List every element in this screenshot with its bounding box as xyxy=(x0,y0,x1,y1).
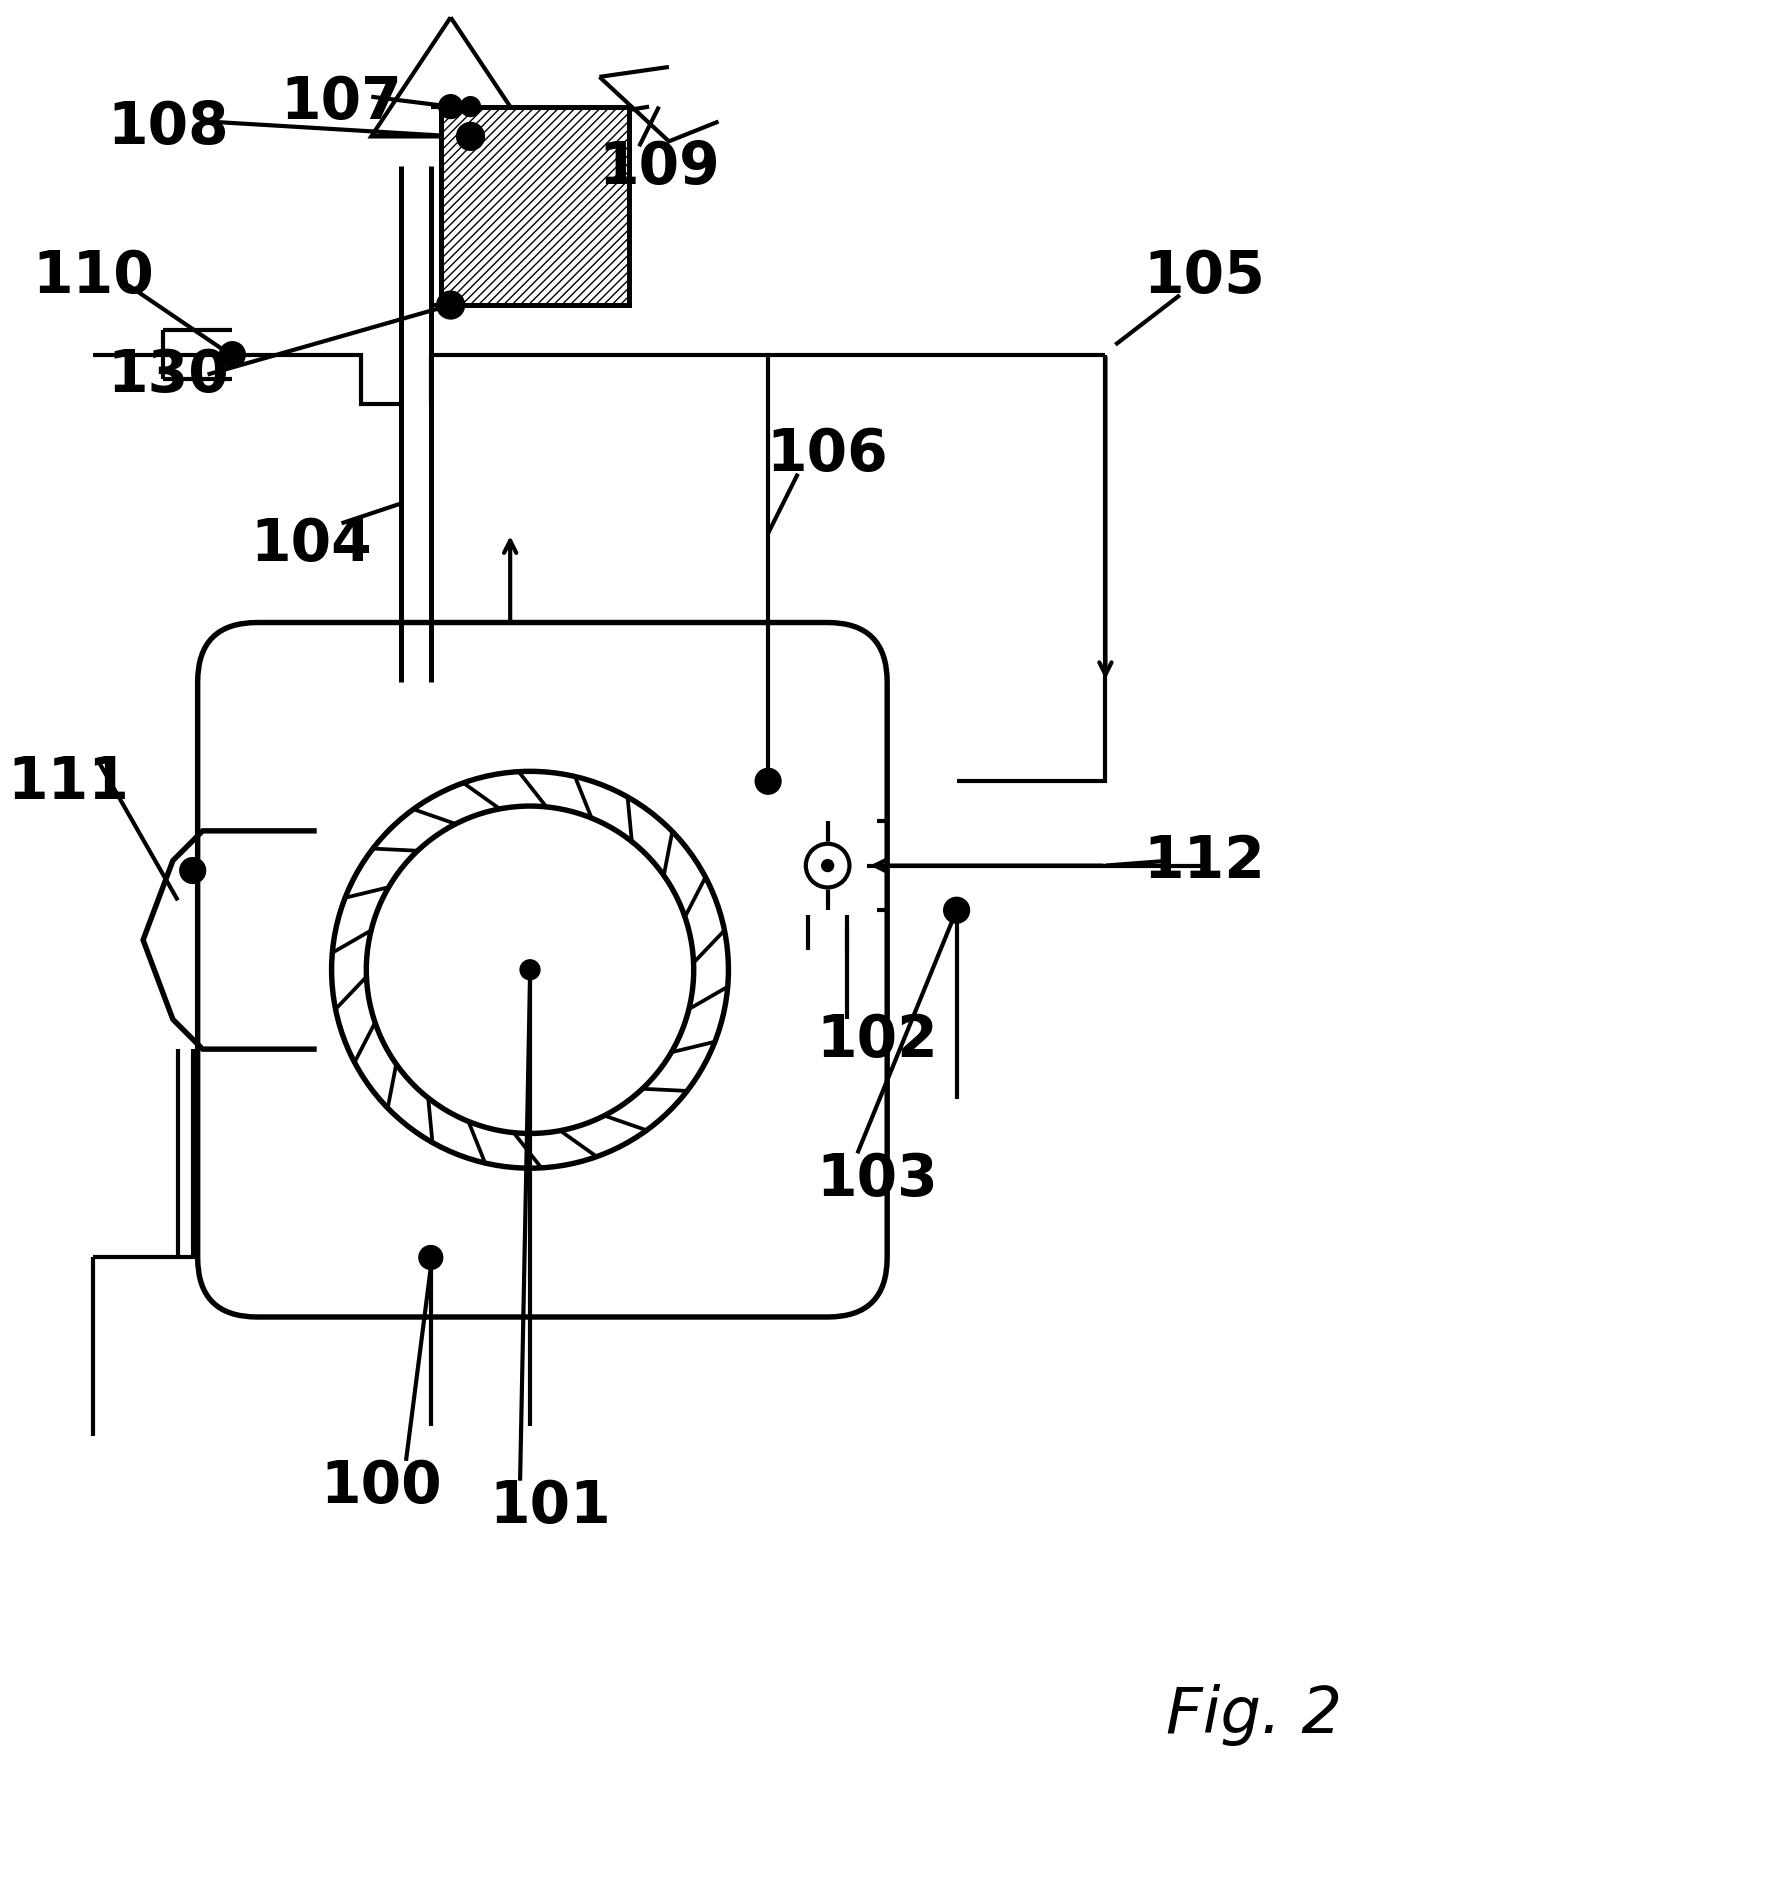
Text: 104: 104 xyxy=(250,515,372,572)
Text: 100: 100 xyxy=(320,1457,442,1515)
Circle shape xyxy=(181,857,206,884)
Circle shape xyxy=(438,96,463,120)
Circle shape xyxy=(418,1246,443,1269)
Circle shape xyxy=(822,861,833,872)
Text: 111: 111 xyxy=(7,754,129,810)
Text: 112: 112 xyxy=(1144,833,1266,889)
Circle shape xyxy=(220,342,245,368)
Circle shape xyxy=(436,291,465,320)
Text: 105: 105 xyxy=(1144,248,1266,305)
Circle shape xyxy=(755,769,781,795)
FancyBboxPatch shape xyxy=(198,622,887,1318)
Circle shape xyxy=(331,773,728,1169)
Circle shape xyxy=(461,98,481,117)
Text: 102: 102 xyxy=(817,1011,939,1068)
Circle shape xyxy=(806,844,849,887)
Text: 109: 109 xyxy=(599,139,721,196)
Text: Fig. 2: Fig. 2 xyxy=(1166,1683,1343,1745)
Text: 130: 130 xyxy=(107,346,229,404)
Bar xyxy=(440,107,629,306)
Circle shape xyxy=(944,899,969,923)
Circle shape xyxy=(520,961,540,979)
Text: 108: 108 xyxy=(107,100,229,156)
Text: 101: 101 xyxy=(488,1478,611,1534)
Text: 106: 106 xyxy=(767,427,889,483)
Text: 107: 107 xyxy=(281,73,402,132)
Text: 110: 110 xyxy=(32,248,154,305)
Circle shape xyxy=(456,124,485,150)
Text: 103: 103 xyxy=(817,1151,939,1207)
